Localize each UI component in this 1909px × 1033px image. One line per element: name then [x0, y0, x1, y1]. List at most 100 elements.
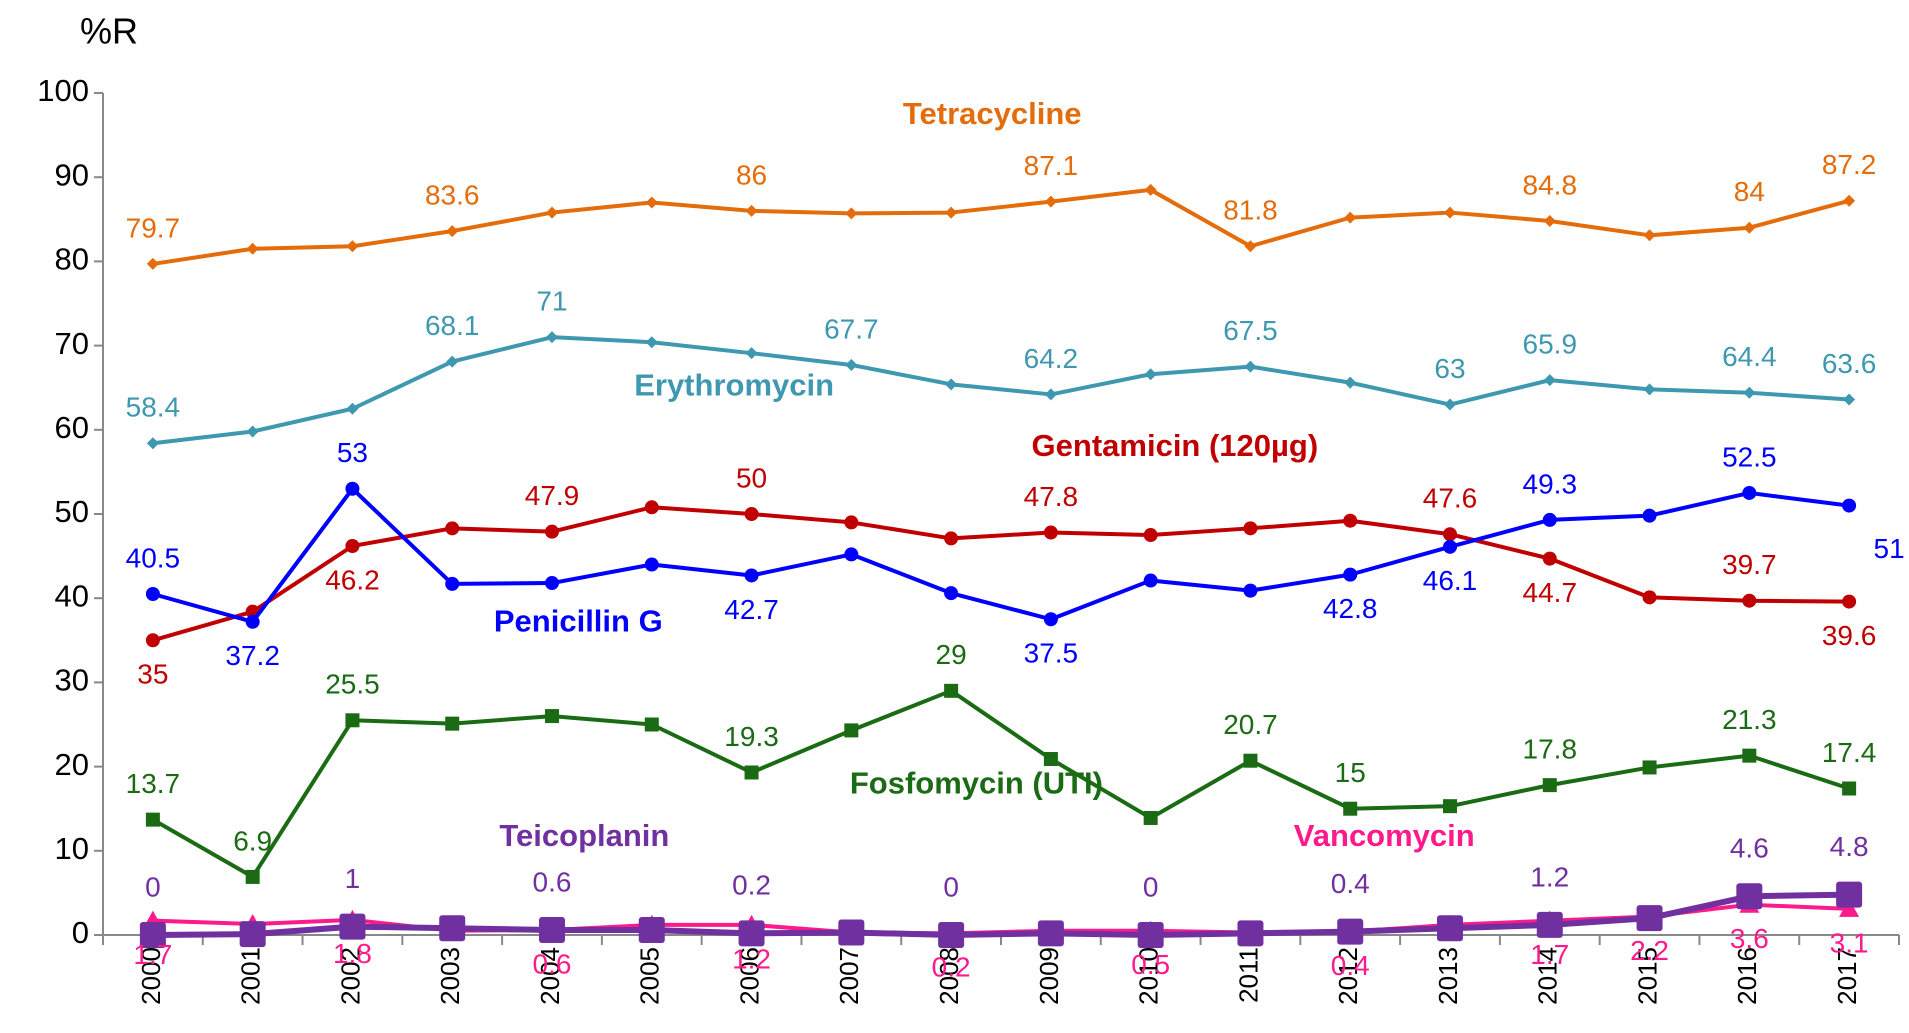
- data-label: 42.8: [1323, 593, 1378, 624]
- marker: [145, 633, 160, 648]
- marker: [1444, 206, 1456, 219]
- x-tick-label: 2008: [934, 947, 964, 1005]
- marker: [345, 713, 360, 728]
- data-label: 64.4: [1722, 341, 1777, 372]
- marker: [938, 922, 965, 948]
- x-tick-label: 2015: [1632, 947, 1662, 1005]
- data-label: 19.3: [724, 721, 779, 752]
- marker: [1843, 393, 1856, 406]
- data-label: 17.4: [1822, 737, 1877, 768]
- marker: [1243, 753, 1258, 768]
- data-label: 47.6: [1423, 483, 1478, 514]
- marker: [1742, 593, 1757, 608]
- marker: [744, 507, 759, 521]
- data-label: 53: [337, 437, 368, 468]
- marker: [845, 207, 858, 220]
- marker: [246, 242, 259, 255]
- marker: [446, 355, 459, 368]
- marker: [145, 586, 160, 601]
- marker: [1643, 229, 1656, 242]
- data-label: 63: [1434, 353, 1465, 384]
- data-label: 17.8: [1523, 734, 1578, 765]
- marker: [945, 378, 958, 391]
- marker: [146, 437, 159, 450]
- marker: [545, 524, 559, 539]
- marker: [346, 240, 359, 253]
- marker: [545, 576, 559, 591]
- data-label: 81.8: [1223, 195, 1278, 226]
- marker: [345, 481, 360, 496]
- data-label: 13.7: [126, 768, 181, 799]
- data-label: 67.7: [824, 313, 879, 344]
- series-name: Penicillin G: [494, 604, 663, 639]
- marker: [245, 614, 260, 629]
- x-tick-label: 2016: [1732, 947, 1762, 1005]
- marker: [1842, 594, 1857, 609]
- data-label: 42.7: [724, 594, 779, 625]
- marker: [944, 531, 959, 546]
- series-line: [152, 486, 1850, 624]
- marker: [339, 913, 366, 940]
- marker: [1344, 211, 1357, 224]
- y-tick-label: 30: [55, 663, 89, 698]
- marker: [1343, 513, 1358, 528]
- y-tick-label: 20: [55, 747, 89, 782]
- data-label: 20.7: [1223, 709, 1278, 740]
- marker: [1443, 539, 1457, 554]
- data-label: 50: [736, 462, 767, 493]
- data-label: 37.5: [1024, 638, 1079, 669]
- data-label: 0: [145, 871, 161, 902]
- marker: [1243, 583, 1258, 598]
- y-tick-label: 70: [55, 326, 89, 361]
- x-tick-label: 2007: [834, 947, 864, 1005]
- marker: [1842, 781, 1857, 796]
- y-axis-label: %R: [80, 11, 138, 52]
- marker: [1043, 752, 1058, 767]
- marker: [146, 257, 159, 270]
- data-label: 58.4: [126, 392, 181, 423]
- data-label: 3.6: [1730, 923, 1769, 954]
- marker: [1536, 911, 1563, 938]
- marker: [445, 521, 460, 536]
- data-label: 4.6: [1730, 833, 1769, 864]
- data-label: 79.7: [126, 212, 181, 243]
- x-tick-label: 2005: [635, 947, 665, 1005]
- series-line: [152, 505, 1850, 643]
- data-label: 84: [1734, 176, 1765, 207]
- marker: [446, 225, 459, 238]
- data-label: 35: [137, 659, 168, 690]
- data-label: 51: [1874, 533, 1905, 564]
- data-label: 86: [736, 159, 767, 190]
- marker: [1144, 183, 1157, 196]
- marker: [239, 921, 266, 948]
- marker: [439, 915, 466, 942]
- data-label: 4.8: [1830, 831, 1869, 862]
- data-label: 0.2: [732, 870, 771, 901]
- marker: [1836, 881, 1863, 908]
- y-tick-label: 90: [55, 157, 89, 192]
- data-label: 0.5: [1131, 949, 1170, 980]
- marker: [1343, 567, 1358, 582]
- data-label: 1.7: [133, 939, 172, 970]
- x-tick-label: 2004: [535, 947, 565, 1005]
- marker: [645, 196, 658, 209]
- marker: [1642, 590, 1657, 605]
- data-label: 0.2: [932, 952, 971, 983]
- marker: [1642, 760, 1657, 775]
- marker: [1043, 525, 1058, 540]
- marker: [1542, 778, 1557, 793]
- data-label: 3.1: [1830, 927, 1869, 958]
- marker: [1742, 748, 1757, 763]
- data-label: 47.9: [525, 480, 580, 511]
- x-tick-label: 2002: [335, 947, 365, 1005]
- marker: [944, 586, 959, 601]
- marker: [745, 204, 758, 217]
- x-tick-label: 2001: [236, 947, 266, 1005]
- x-tick-label: 2003: [435, 947, 465, 1005]
- series-name: Vancomycin: [1294, 818, 1475, 853]
- data-label: 21.3: [1722, 704, 1777, 735]
- series-line: [152, 335, 1850, 446]
- marker: [738, 920, 765, 947]
- data-label: 0.6: [533, 866, 572, 897]
